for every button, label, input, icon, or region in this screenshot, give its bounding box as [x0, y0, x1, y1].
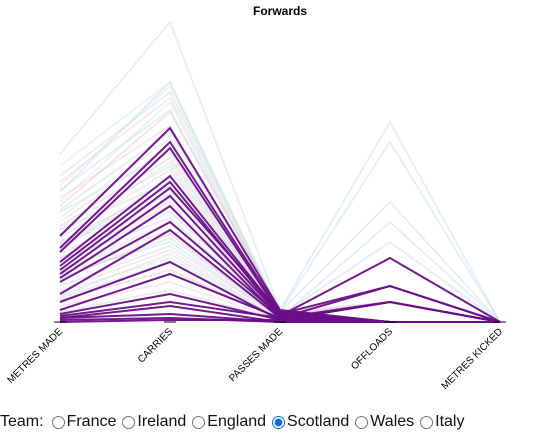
team-option-england[interactable]: England: [188, 413, 266, 431]
team-option-label: Scotland: [287, 413, 350, 430]
series-line-england-37: [59, 124, 501, 323]
team-option-label: France: [66, 413, 117, 430]
team-option-italy[interactable]: Italy: [416, 413, 464, 431]
axis-label-3: OFFLOADS: [349, 326, 395, 372]
team-option-label: Italy: [435, 413, 465, 430]
series-line-france-21: [59, 150, 501, 323]
axis-label-0: METRES MADE: [5, 326, 65, 386]
axis-label-2: PASSES MADE: [227, 326, 285, 384]
series-line-wales-44: [59, 110, 500, 323]
team-radio-ireland[interactable]: [122, 415, 136, 429]
team-radio-wales[interactable]: [355, 415, 369, 429]
axes: METRES MADE CARRIES PASSES MADE OFFLOADS MET…: [5, 321, 506, 392]
team-label: Team:: [0, 413, 44, 430]
team-radio-scotland[interactable]: [272, 415, 286, 429]
team-option-label: Wales: [370, 413, 415, 430]
axis-label-4: METRES KICKED: [440, 326, 506, 392]
team-radio-france[interactable]: [51, 415, 65, 429]
axis-label-1: CARRIES: [136, 326, 175, 365]
series-line-ireland-29: [59, 84, 501, 323]
series-line-ireland-31: [59, 136, 500, 323]
team-option-label: England: [207, 413, 267, 430]
highlighted-lines: [59, 126, 501, 323]
team-option-label: Ireland: [137, 413, 187, 430]
series-line-wales-45: [59, 156, 501, 323]
parallel-coordinates-chart: Forwards METRES MADE CARRIES PASSES MADE OF…: [5, 4, 506, 392]
series-line-france-24: [59, 210, 500, 323]
team-radio-england[interactable]: [192, 415, 206, 429]
team-selector: Team: France Ireland England Scotland Wa…: [0, 411, 466, 433]
team-option-ireland[interactable]: Ireland: [118, 413, 186, 431]
team-option-wales[interactable]: Wales: [351, 413, 414, 431]
team-radio-italy[interactable]: [420, 415, 434, 429]
series-line-scotland-17: [59, 140, 500, 323]
series-line-scotland-0: [59, 126, 500, 323]
chart-title: Forwards: [253, 4, 307, 18]
team-option-scotland[interactable]: Scotland: [268, 413, 349, 431]
team-option-france[interactable]: France: [48, 413, 117, 431]
